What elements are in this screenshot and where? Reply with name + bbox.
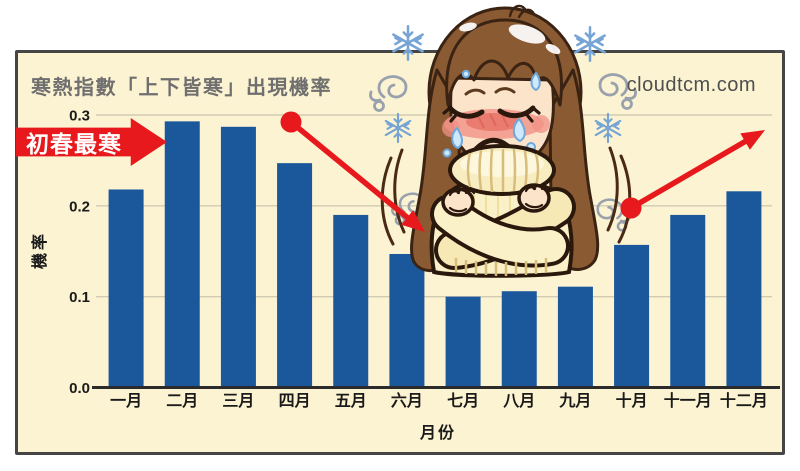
banner-label: 初春最寒 [26,131,122,157]
y-axis-title: 機率 [32,230,49,270]
chart-frame [15,50,785,455]
watermark-text: cloudtcm.com [626,74,756,96]
chart-title: 寒熱指數「上下皆寒」出現機率 [31,77,332,99]
x-axis-title: 月份 [419,425,457,442]
